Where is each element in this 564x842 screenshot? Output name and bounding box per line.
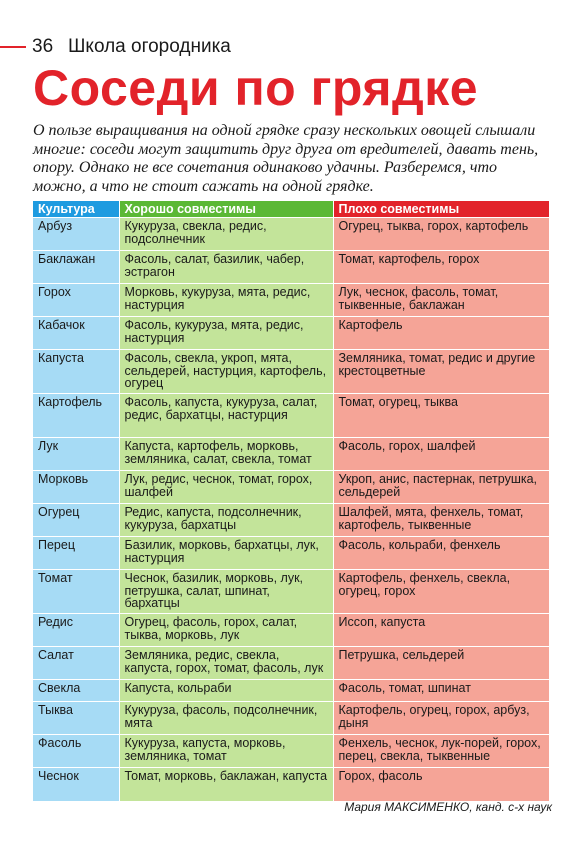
good-cell: Кукуруза, свекла, редис, подсолнечник bbox=[119, 217, 334, 251]
bad-cell: Лук, чеснок, фасоль, томат, тыквенные, б… bbox=[333, 283, 550, 317]
crop-cell: Горох bbox=[33, 283, 120, 317]
table-row: Баклажан Фасоль, салат, базилик, чабер, э… bbox=[33, 250, 550, 284]
crop-cell: Морковь bbox=[33, 470, 120, 504]
table-row: Редис Огурец, фасоль, горох, салат, тыква… bbox=[33, 613, 550, 647]
good-cell: Базилик, морковь, бархатцы, лук, настурц… bbox=[119, 536, 334, 570]
header-accent-line bbox=[0, 46, 26, 48]
crop-cell: Салат bbox=[33, 646, 120, 680]
good-cell: Фасоль, салат, базилик, чабер, эстрагон bbox=[119, 250, 334, 284]
table-header-row: Культура Хорошо совместимы Плохо совмест… bbox=[33, 201, 550, 218]
table-row: Свекла Капуста, кольраби Фасоль, томат, шп… bbox=[33, 679, 550, 702]
good-cell: Капуста, картофель, морковь, земляника, … bbox=[119, 437, 334, 471]
good-cell: Фасоль, свекла, укроп, мята, сельдерей, … bbox=[119, 349, 334, 394]
good-cell: Редис, капуста, подсолнечник, кукуруза, … bbox=[119, 503, 334, 537]
bad-cell: Огурец, тыква, горох, картофель bbox=[333, 217, 550, 251]
article-title: Соседи по грядке bbox=[33, 60, 479, 116]
table-row: Лук Капуста, картофель, морковь, земляник… bbox=[33, 437, 550, 471]
good-cell: Фасоль, капуста, кукуруза, салат, редис,… bbox=[119, 393, 334, 438]
good-cell: Кукуруза, капуста, морковь, земляника, т… bbox=[119, 734, 334, 768]
bad-cell: Картофель bbox=[333, 316, 550, 350]
table-row: Чеснок Томат, морковь, баклажан, капуста Г… bbox=[33, 767, 550, 801]
table-row: Кабачок Фасоль, кукуруза, мята, редис, на… bbox=[33, 316, 550, 350]
bad-cell: Фасоль, кольраби, фенхель bbox=[333, 536, 550, 570]
good-cell: Капуста, кольраби bbox=[119, 679, 334, 702]
bad-cell: Картофель, огурец, горох, арбуз, дыня bbox=[333, 701, 550, 735]
crop-cell: Арбуз bbox=[33, 217, 120, 251]
good-cell: Томат, морковь, баклажан, капуста bbox=[119, 767, 334, 801]
crop-cell: Тыква bbox=[33, 701, 120, 735]
table-row: Тыква Кукуруза, фасоль, подсолнечник, мят… bbox=[33, 701, 550, 735]
table-row: Перец Базилик, морковь, бархатцы, лук, на… bbox=[33, 536, 550, 570]
crop-cell: Чеснок bbox=[33, 767, 120, 801]
section-name: Школа огородника bbox=[68, 36, 231, 57]
table-row: Арбуз Кукуруза, свекла, редис, подсолнечн… bbox=[33, 217, 550, 251]
crop-cell: Фасоль bbox=[33, 734, 120, 768]
crop-cell: Баклажан bbox=[33, 250, 120, 284]
good-cell: Земляника, редис, свекла, капуста, горох… bbox=[119, 646, 334, 680]
good-cell: Лук, редис, чеснок, томат, горох, шалфей bbox=[119, 470, 334, 504]
bad-cell: Томат, огурец, тыква bbox=[333, 393, 550, 438]
header-bad: Плохо совместимы bbox=[333, 201, 550, 218]
bad-cell: Фенхель, чеснок, лук-порей, горох, перец… bbox=[333, 734, 550, 768]
bad-cell: Фасоль, горох, шалфей bbox=[333, 437, 550, 471]
compatibility-table: Культура Хорошо совместимы Плохо совмест… bbox=[33, 201, 550, 801]
bad-cell: Картофель, фенхель, свекла, огурец, горо… bbox=[333, 569, 550, 614]
header-crop: Культура bbox=[33, 201, 120, 218]
article-intro: О пользе выращивания на одной грядке сра… bbox=[33, 122, 539, 195]
bad-cell: Укроп, анис, пастернак, петрушка, сельде… bbox=[333, 470, 550, 504]
table-row: Огурец Редис, капуста, подсолнечник, куку… bbox=[33, 503, 550, 537]
table-row: Капуста Фасоль, свекла, укроп, мята, сель… bbox=[33, 349, 550, 394]
good-cell: Фасоль, кукуруза, мята, редис, настурция bbox=[119, 316, 334, 350]
good-cell: Кукуруза, фасоль, подсолнечник, мята bbox=[119, 701, 334, 735]
table-row: Фасоль Кукуруза, капуста, морковь, землян… bbox=[33, 734, 550, 768]
crop-cell: Кабачок bbox=[33, 316, 120, 350]
good-cell: Чеснок, базилик, морковь, лук, петрушка,… bbox=[119, 569, 334, 614]
page-header: 36 Школа огородника bbox=[0, 36, 564, 58]
table-row: Картофель Фасоль, капуста, кукуруза, сала… bbox=[33, 393, 550, 438]
table-row: Морковь Лук, редис, чеснок, томат, горох,… bbox=[33, 470, 550, 504]
crop-cell: Свекла bbox=[33, 679, 120, 702]
table-row: Горох Морковь, кукуруза, мята, редис, нас… bbox=[33, 283, 550, 317]
crop-cell: Лук bbox=[33, 437, 120, 471]
crop-cell: Капуста bbox=[33, 349, 120, 394]
author-credit: Мария МАКСИМЕНКО, канд. с-х наук bbox=[344, 800, 552, 814]
bad-cell: Петрушка, сельдерей bbox=[333, 646, 550, 680]
bad-cell: Томат, картофель, горох bbox=[333, 250, 550, 284]
bad-cell: Иссоп, капуста bbox=[333, 613, 550, 647]
bad-cell: Шалфей, мята, фенхель, томат, картофель,… bbox=[333, 503, 550, 537]
crop-cell: Огурец bbox=[33, 503, 120, 537]
good-cell: Морковь, кукуруза, мята, редис, настурци… bbox=[119, 283, 334, 317]
crop-cell: Картофель bbox=[33, 393, 120, 438]
bad-cell: Фасоль, томат, шпинат bbox=[333, 679, 550, 702]
crop-cell: Томат bbox=[33, 569, 120, 614]
header-good: Хорошо совместимы bbox=[119, 201, 334, 218]
bad-cell: Горох, фасоль bbox=[333, 767, 550, 801]
crop-cell: Перец bbox=[33, 536, 120, 570]
table-row: Томат Чеснок, базилик, морковь, лук, петр… bbox=[33, 569, 550, 614]
crop-cell: Редис bbox=[33, 613, 120, 647]
bad-cell: Земляника, томат, редис и другие крестоц… bbox=[333, 349, 550, 394]
table-row: Салат Земляника, редис, свекла, капуста, … bbox=[33, 646, 550, 680]
page-number: 36 bbox=[32, 36, 54, 57]
good-cell: Огурец, фасоль, горох, салат, тыква, мор… bbox=[119, 613, 334, 647]
